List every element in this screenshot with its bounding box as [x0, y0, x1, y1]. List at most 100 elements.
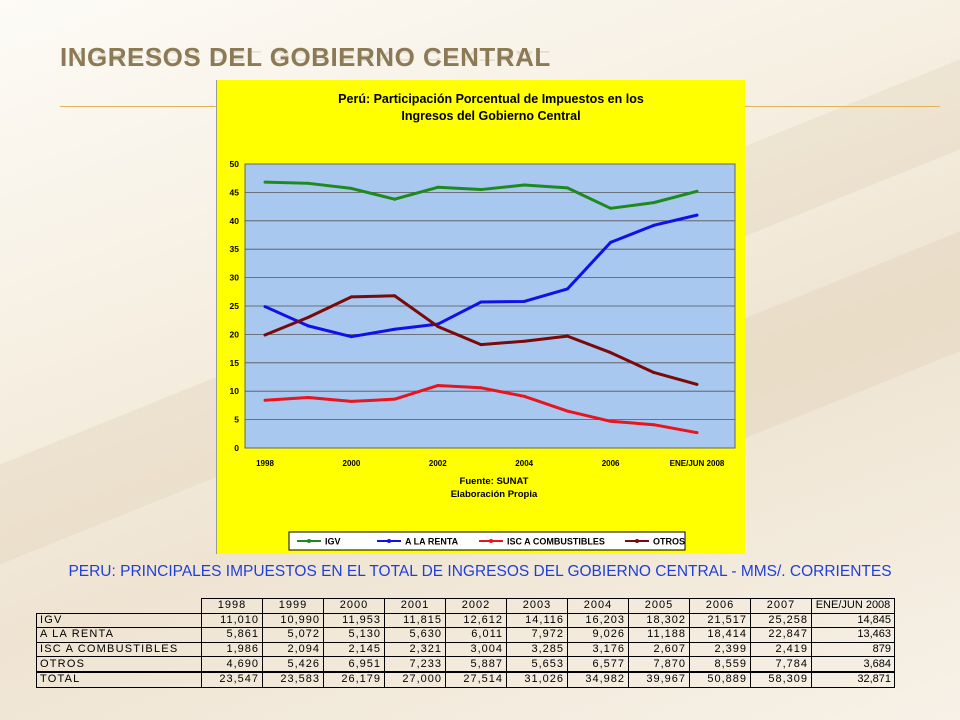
- table-cell: 3,004: [445, 641, 507, 658]
- table-cell: 3,176: [567, 641, 629, 658]
- table-cell: 50,889: [689, 670, 751, 688]
- table-cell: 14,845: [811, 612, 895, 629]
- table-cell: 3,285: [506, 641, 568, 658]
- data-point: [609, 240, 613, 244]
- data-point: [479, 343, 483, 347]
- data-point: [393, 197, 397, 201]
- y-tick-label: 10: [230, 386, 240, 396]
- data-point: [695, 189, 699, 193]
- data-point: [349, 186, 353, 190]
- table-cell: 6,011: [445, 627, 507, 643]
- data-point: [565, 409, 569, 413]
- y-tick-label: 5: [234, 415, 239, 425]
- x-tick-label: ENE/JUN 2008: [670, 459, 725, 468]
- table-cell: 4,690: [201, 656, 263, 673]
- legend-marker: [635, 539, 639, 543]
- row-label: IGV: [36, 612, 202, 629]
- data-point: [652, 223, 656, 227]
- table-cell: 5,887: [445, 656, 507, 673]
- table-cell: 1,986: [201, 641, 263, 658]
- table-cell: 22,847: [750, 627, 812, 643]
- data-point: [436, 324, 440, 328]
- table-cell: 6,577: [567, 656, 629, 673]
- data-point: [306, 324, 310, 328]
- table-cell: 2,321: [384, 641, 446, 658]
- table-cell: 32,871: [811, 670, 895, 688]
- row-label: A LA RENTA: [36, 627, 202, 643]
- table-cell: 5,426: [262, 656, 324, 673]
- legend-label: A LA RENTA: [405, 537, 459, 547]
- series-lines: [263, 180, 699, 435]
- data-point: [522, 339, 526, 343]
- data-point: [263, 180, 267, 184]
- data-point: [652, 201, 656, 205]
- chart-source-line-1: Fuente: SUNAT: [460, 476, 529, 487]
- legend-marker: [307, 539, 311, 543]
- column-header: 2003: [506, 598, 568, 614]
- table-cell: 27,514: [445, 670, 507, 688]
- table-cell: 26,179: [323, 670, 385, 688]
- y-tick-label: 45: [230, 187, 240, 197]
- data-point: [695, 431, 699, 435]
- table-cell: 7,233: [384, 656, 446, 673]
- tax-revenue-table: 1998 1999 2000 2001 2002 2003 2004 2005 2006 2007…: [36, 598, 895, 688]
- data-point: [349, 399, 353, 403]
- table-cell: 27,000: [384, 670, 446, 688]
- legend-marker: [387, 539, 391, 543]
- column-header: 2006: [689, 598, 751, 614]
- y-tick-label: 15: [230, 358, 240, 368]
- table-cell: 11,953: [323, 612, 385, 629]
- data-point: [695, 382, 699, 386]
- data-point: [609, 206, 613, 210]
- data-point: [565, 186, 569, 190]
- table-header-row: 1998 1999 2000 2001 2002 2003 2004 2005 2006 2007…: [36, 598, 895, 614]
- table-cell: 12,612: [445, 612, 507, 629]
- table-cell: 5,653: [506, 656, 568, 673]
- table-title: PERU: PRINCIPALES IMPUESTOS EN EL TOTAL …: [68, 563, 892, 580]
- y-tick-label: 0: [234, 443, 239, 453]
- data-point: [263, 305, 267, 309]
- table-cell: 2,419: [750, 641, 812, 658]
- table-cell: 21,517: [689, 612, 751, 629]
- table-cell: 31,026: [506, 670, 568, 688]
- x-axis-ticks: 1998 2000 2002 2004 2006 ENE/JUN 2008: [256, 459, 725, 468]
- table-cell: 5,072: [262, 627, 324, 643]
- column-header: 1998: [201, 598, 263, 614]
- data-point: [393, 327, 397, 331]
- data-point: [652, 423, 656, 427]
- y-tick-label: 50: [230, 159, 240, 169]
- table-row: TOTAL 23,547 23,583 26,179 27,000 27,514 31,02…: [36, 670, 895, 688]
- table-cell: 18,302: [628, 612, 690, 629]
- table-header-corner: [36, 598, 202, 614]
- column-header: 2001: [384, 598, 446, 614]
- table-cell: 11,815: [384, 612, 446, 629]
- data-point: [436, 384, 440, 388]
- data-point: [436, 185, 440, 189]
- table-row: IGV 11,010 10,990 11,953 11,815 12,612 14,116 1…: [36, 612, 895, 629]
- table-cell: 23,547: [201, 670, 263, 688]
- y-tick-label: 35: [230, 244, 240, 254]
- legend-label: ISC A COMBUSTIBLES: [507, 537, 605, 547]
- table-cell: 18,414: [689, 627, 751, 643]
- table-cell: 7,870: [628, 656, 690, 673]
- x-tick-label: 2000: [343, 459, 361, 468]
- column-header: 2005: [628, 598, 690, 614]
- row-label: OTROS: [36, 656, 202, 673]
- y-tick-label: 25: [230, 301, 240, 311]
- y-tick-label: 20: [230, 329, 240, 339]
- table-cell: 5,861: [201, 627, 263, 643]
- data-point: [306, 315, 310, 319]
- data-point: [522, 394, 526, 398]
- data-point: [522, 299, 526, 303]
- y-tick-label: 40: [230, 216, 240, 226]
- data-point: [479, 300, 483, 304]
- data-point: [695, 213, 699, 217]
- grid-lines: [245, 192, 735, 421]
- table-row: OTROS 4,690 5,426 6,951 7,233 5,887 5,653 6,577…: [36, 656, 895, 673]
- table-cell: 7,784: [750, 656, 812, 673]
- table-cell: 2,399: [689, 641, 751, 658]
- x-tick-label: 2002: [429, 459, 447, 468]
- data-point: [349, 295, 353, 299]
- data-point: [393, 397, 397, 401]
- data-point: [263, 333, 267, 337]
